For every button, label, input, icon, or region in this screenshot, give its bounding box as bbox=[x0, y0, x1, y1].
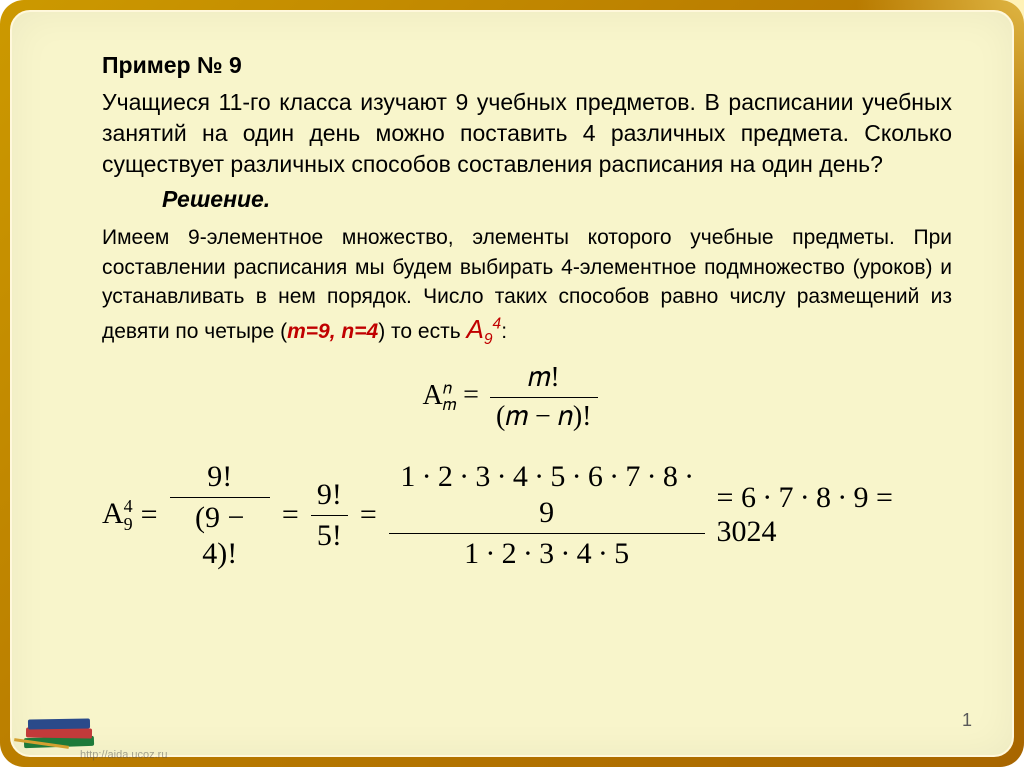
mn-values: m=9, n=4 bbox=[287, 320, 378, 343]
watermark-url: http://aida.ucoz.ru bbox=[80, 749, 167, 761]
f2-num: 9! bbox=[311, 477, 348, 516]
a-subscript: 9 bbox=[484, 332, 493, 349]
slide-content: Пример № 9 Учащиеся 11-го класса изучают… bbox=[10, 10, 1014, 757]
f3-den: 1 ∙ 2 ∙ 3 ∙ 4 ∙ 5 bbox=[389, 534, 705, 572]
calc-lhs-sup: 4 bbox=[124, 496, 133, 516]
solution-heading: Решение. bbox=[162, 186, 952, 213]
gen-denominator: (𝑚 − 𝑛)! bbox=[490, 398, 598, 434]
equals-1: = bbox=[463, 380, 486, 411]
arrangement-symbol: А94 bbox=[466, 314, 501, 344]
f1-num: 9! bbox=[170, 459, 270, 498]
eq-3: = bbox=[360, 498, 377, 532]
example-title: Пример № 9 bbox=[102, 52, 952, 79]
calc-lhs: A49 bbox=[102, 496, 133, 535]
problem-statement: Учащиеся 11-го класса изучают 9 учебных … bbox=[102, 87, 952, 180]
a-base: А bbox=[466, 314, 483, 344]
a-superscript: 4 bbox=[493, 316, 502, 333]
f1-den: (9 − 4)! bbox=[170, 498, 270, 572]
fraction-3: 1 ∙ 2 ∙ 3 ∙ 4 ∙ 5 ∙ 6 ∙ 7 ∙ 8 ∙ 9 1 ∙ 2 … bbox=[389, 459, 705, 572]
calc-lhs-sub: 9 bbox=[124, 514, 133, 534]
calculation-formula: A49 = 9! (9 − 4)! = 9! 5! = 1 ∙ 2 ∙ 3 ∙ … bbox=[102, 459, 952, 572]
general-fraction: 𝑚! (𝑚 − 𝑛)! bbox=[490, 361, 598, 433]
gen-numerator: 𝑚! bbox=[490, 361, 598, 398]
f3-num: 1 ∙ 2 ∙ 3 ∙ 4 ∙ 5 ∙ 6 ∙ 7 ∙ 8 ∙ 9 bbox=[389, 459, 705, 534]
slide-outer-frame: Пример № 9 Учащиеся 11-го класса изучают… bbox=[0, 0, 1024, 767]
general-formula: A𝑛𝑚 = 𝑚! (𝑚 − 𝑛)! bbox=[72, 361, 952, 433]
f2-den: 5! bbox=[311, 516, 348, 554]
book-blue bbox=[28, 718, 90, 729]
solution-part-2: ) то есть bbox=[378, 320, 466, 343]
solution-body: Имеем 9-элементное множество, элементы к… bbox=[102, 223, 952, 351]
calc-tail: = 6 ∙ 7 ∙ 8 ∙ 9 = 3024 bbox=[717, 481, 952, 549]
eq-2: = bbox=[282, 498, 299, 532]
page-number: 1 bbox=[962, 710, 972, 731]
colon: : bbox=[501, 320, 507, 343]
eq-1: = bbox=[141, 498, 158, 532]
fraction-2: 9! 5! bbox=[311, 477, 348, 554]
fraction-1: 9! (9 − 4)! bbox=[170, 459, 270, 572]
books-icon bbox=[14, 687, 104, 747]
formula-lhs: A𝑛𝑚 bbox=[423, 380, 457, 411]
lhs-base: A bbox=[423, 380, 443, 411]
solution-part-1: Имеем 9-элементное множество, элементы к… bbox=[102, 226, 952, 343]
lhs-sub: 𝑚 bbox=[443, 395, 457, 414]
calc-lhs-base: A bbox=[102, 497, 124, 530]
